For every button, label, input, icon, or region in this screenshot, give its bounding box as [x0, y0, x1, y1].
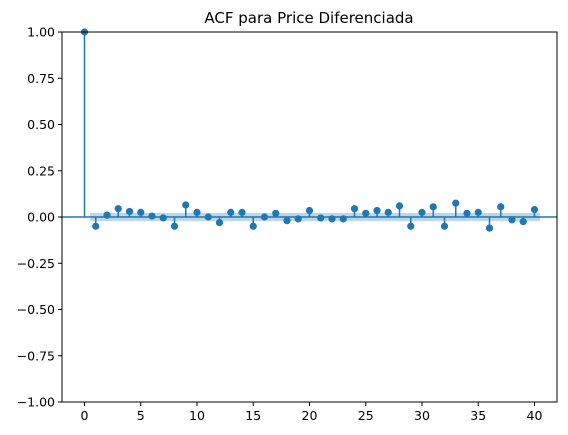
acf-point-lag-23 [339, 215, 347, 223]
acf-point-lag-27 [384, 208, 392, 216]
acf-point-lag-3 [114, 205, 122, 213]
marker-layer [80, 28, 539, 232]
acf-point-lag-4 [125, 207, 134, 216]
stem-layer [83, 32, 536, 229]
acf-point-lag-39 [519, 218, 527, 226]
acf-point-lag-28 [395, 202, 404, 210]
acf-point-lag-25 [362, 209, 370, 217]
acf-point-lag-12 [215, 218, 224, 227]
acf-point-lag-38 [508, 216, 516, 224]
acf-point-lag-6 [148, 212, 156, 220]
acf-point-lag-7 [159, 214, 167, 222]
acf-point-lag-20 [305, 206, 314, 215]
acf-point-lag-22 [328, 215, 336, 223]
acf-point-lag-37 [497, 203, 505, 211]
acf-point-lag-29 [407, 222, 415, 230]
y-tick-label: −0.50 [17, 302, 55, 317]
acf-point-lag-15 [249, 222, 257, 230]
acf-point-lag-2 [103, 211, 111, 219]
acf-point-lag-40 [530, 206, 539, 214]
y-tick-label: −0.25 [17, 256, 55, 271]
acf-point-lag-33 [452, 199, 460, 207]
acf-point-lag-13 [227, 208, 235, 216]
acf-point-lag-17 [272, 209, 280, 217]
acf-point-lag-16 [260, 213, 269, 221]
acf-point-lag-5 [137, 208, 145, 216]
y-tick-label: 1.00 [27, 25, 55, 40]
x-tick-label: 20 [302, 408, 318, 423]
y-tick-label: 0.75 [27, 71, 55, 86]
y-axis-ticks: 1.00 0.75 0.50 0.25 0.00 −0.25 −0.50 −0.75 −1.00 [17, 25, 62, 410]
y-tick-label: 0.00 [27, 210, 55, 225]
acf-point-lag-1 [92, 222, 100, 230]
x-tick-label: 15 [245, 408, 261, 423]
acf-point-lag-11 [204, 213, 212, 221]
acf-point-lag-36 [485, 224, 494, 232]
acf-point-lag-24 [350, 205, 359, 213]
x-tick-label: 35 [470, 408, 486, 423]
x-tick-label: 25 [358, 408, 374, 423]
acf-point-lag-34 [463, 209, 471, 217]
x-tick-label: 40 [527, 408, 543, 423]
chart-title: ACF para Price Diferenciada [204, 9, 413, 27]
x-tick-label: 0 [81, 408, 89, 423]
x-tick-label: 5 [137, 408, 145, 423]
acf-point-lag-30 [418, 208, 426, 216]
acf-point-lag-19 [294, 215, 302, 223]
acf-point-lag-9 [182, 201, 190, 209]
acf-point-lag-26 [373, 206, 381, 215]
acf-point-lag-8 [170, 222, 179, 230]
acf-point-lag-32 [440, 222, 449, 230]
y-tick-label: 0.25 [27, 163, 55, 178]
x-tick-label: 10 [189, 408, 205, 423]
acf-point-lag-10 [193, 208, 201, 216]
acf-point-lag-35 [474, 208, 482, 216]
acf-point-lag-21 [317, 214, 325, 222]
y-tick-label: −0.75 [17, 348, 55, 363]
acf-point-lag-31 [429, 203, 437, 211]
y-tick-label: 0.50 [27, 117, 55, 132]
acf-point-lag-14 [238, 208, 246, 216]
x-axis-ticks: 0 5 10 15 20 25 30 35 40 [81, 402, 543, 423]
acf-point-lag-18 [283, 217, 291, 225]
y-tick-label: −1.00 [17, 395, 55, 410]
x-tick-label: 30 [414, 408, 430, 423]
